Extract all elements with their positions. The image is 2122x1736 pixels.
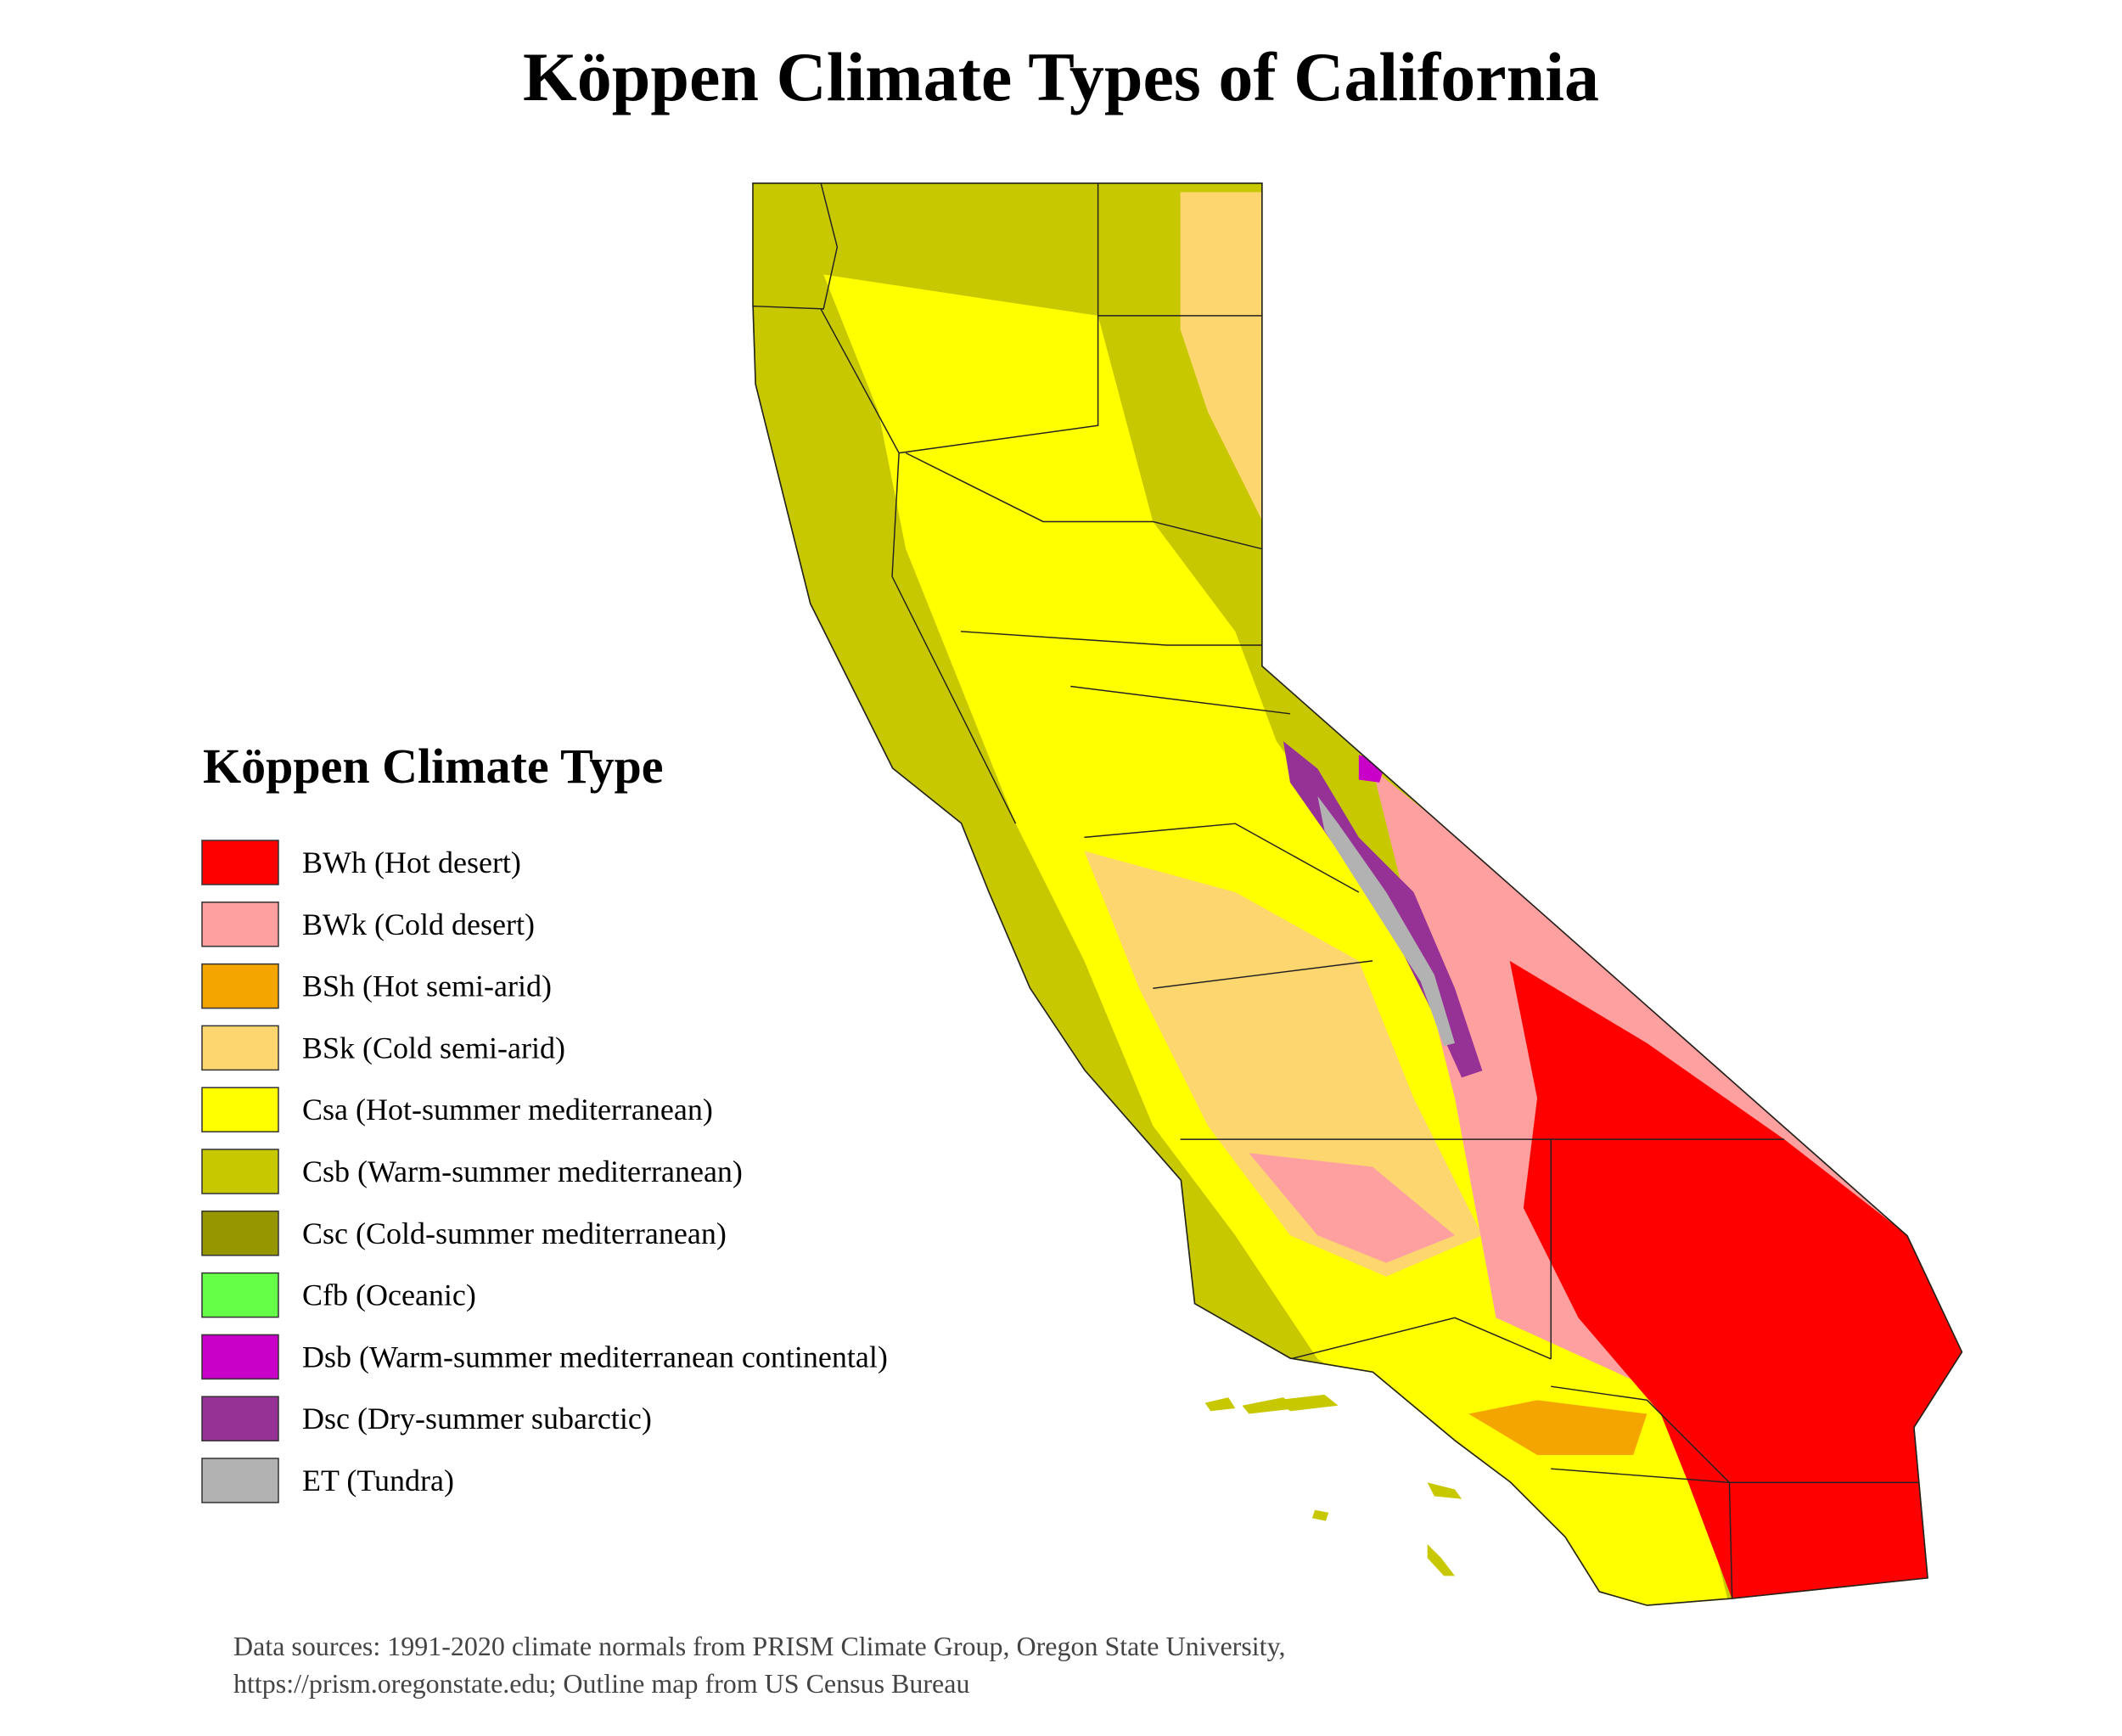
legend-swatch — [201, 1458, 279, 1503]
california-map — [752, 183, 1963, 1606]
bsk-region — [1084, 851, 1483, 1277]
legend-label: Cfb (Oceanic) — [302, 1278, 476, 1312]
legend-swatch — [201, 840, 279, 885]
channel-islands — [1204, 1394, 1339, 1414]
bwk-valley — [1249, 1153, 1456, 1263]
legend-label: ET (Tundra) — [302, 1464, 454, 1497]
et-region — [1317, 795, 1456, 1047]
bwh-region — [1509, 960, 1963, 1599]
legend-swatch — [201, 1025, 279, 1071]
legend-label: Dsb (Warm-summer mediterranean continent… — [302, 1340, 888, 1374]
southern-islands — [1311, 1482, 1462, 1576]
legend-label: Dsc (Dry-summer subarctic) — [302, 1402, 652, 1435]
legend-swatch — [201, 1211, 279, 1256]
legend-swatch — [201, 902, 279, 947]
map-title: Köppen Climate Types of California — [523, 38, 1599, 115]
legend-swatch — [201, 1149, 279, 1194]
legend-label: Csc (Cold-summer mediterranean) — [302, 1216, 727, 1250]
legend-label: Csb (Warm-summer mediterranean) — [302, 1155, 743, 1188]
source-line: Data sources: 1991-2020 climate normals … — [233, 1631, 1285, 1661]
legend-swatch — [201, 1334, 279, 1380]
legend-label: BSh (Hot semi-arid) — [302, 969, 552, 1003]
legend: BWh (Hot desert) BWk (Cold desert) BSh (Ho… — [201, 840, 888, 1503]
legend-swatch — [201, 1087, 279, 1132]
bsh-region — [1468, 1400, 1648, 1456]
source-line: https://prism.oregonstate.edu; Outline m… — [233, 1668, 969, 1699]
bsk-northeast — [1180, 192, 1263, 522]
legend-label: BWh (Hot desert) — [302, 846, 521, 879]
legend-label: BSk (Cold semi-arid) — [302, 1031, 565, 1065]
legend-label: Csa (Hot-summer mediterranean) — [302, 1093, 713, 1126]
legend-swatch — [201, 963, 279, 1009]
legend-label: BWk (Cold desert) — [302, 907, 535, 941]
legend-swatch — [201, 1396, 279, 1441]
legend-swatch — [201, 1272, 279, 1318]
legend-title: Köppen Climate Type — [203, 739, 663, 794]
